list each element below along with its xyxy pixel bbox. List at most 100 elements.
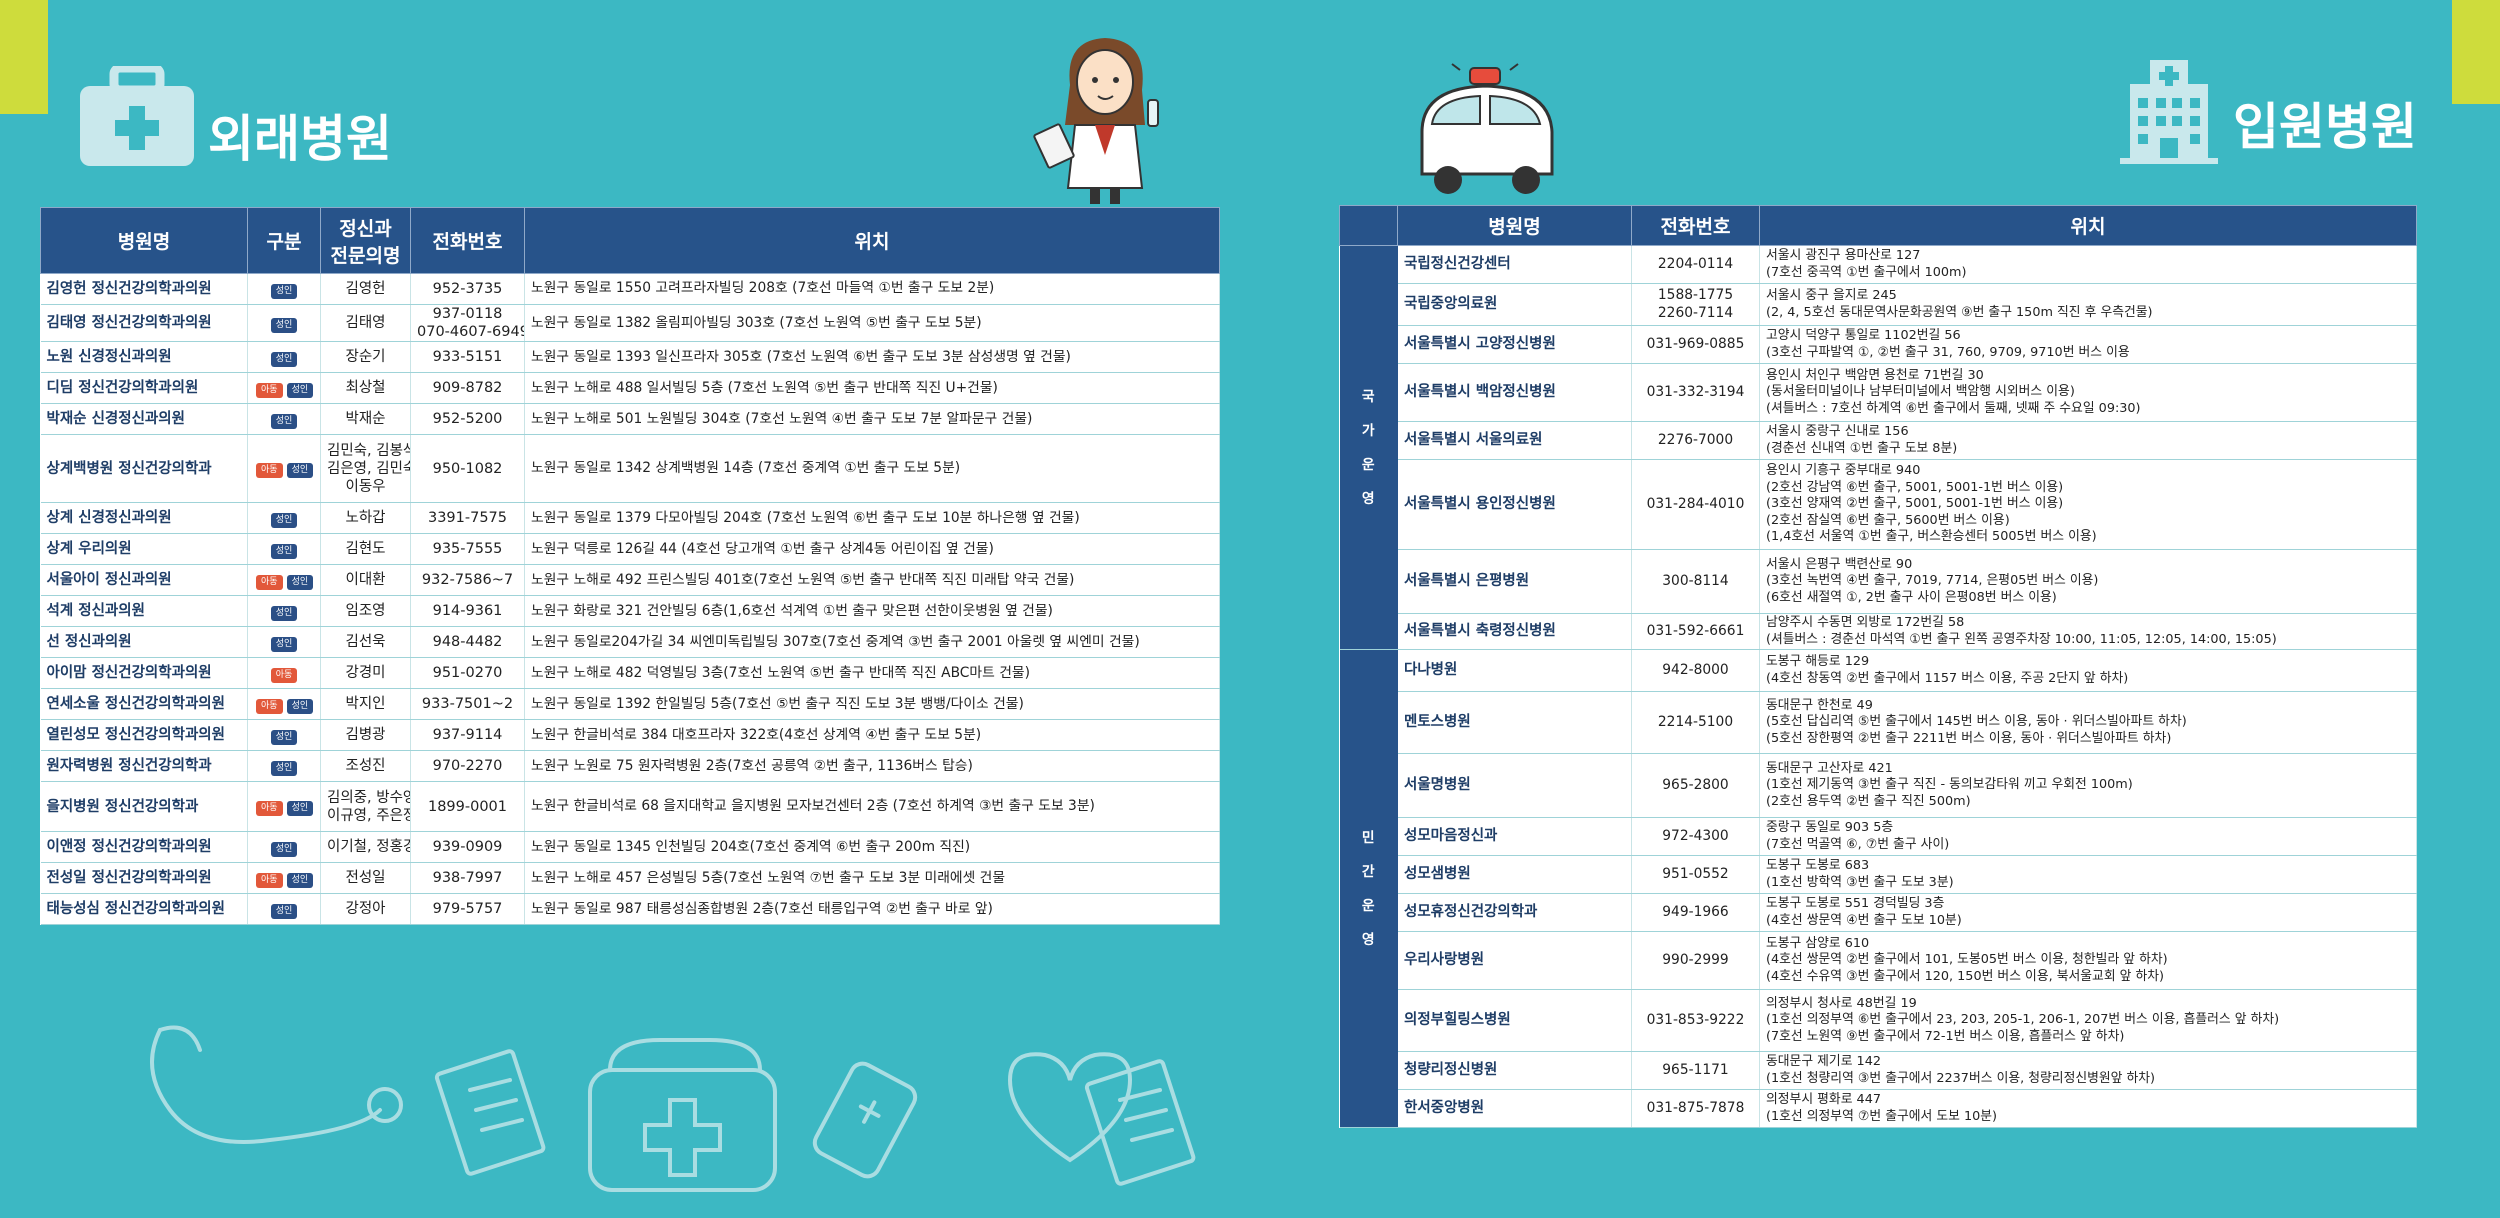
location-line: 동대문구 한천로 49 <box>1766 697 1873 713</box>
location-line: (3호선 구파발역 ①, ②번 출구 31, 760, 9709, 9710번 … <box>1766 344 2130 360</box>
table-row: 원자력병원 정신건강의학과 성인 조성진 970-2270 노원구 노원로 75 원자력… <box>40 750 1220 783</box>
hospital-name: 디딤 정신건강의학과의원 <box>40 372 248 405</box>
phone-number: 914-9361 <box>410 595 525 628</box>
location-line: (1호선 의정부역 ⑦번 출구에서 도보 10분) <box>1766 1108 1998 1124</box>
adult-badge: 성인 <box>270 351 298 367</box>
phone-number: 965-2800 <box>1631 753 1760 818</box>
phone-number: 909-8782 <box>410 372 525 405</box>
hospital-name: 우리사랑병원 <box>1397 931 1632 990</box>
doctor-line: 김은영, 김민숙, <box>327 460 410 477</box>
header-type: 구분 <box>247 207 321 274</box>
header-phone: 전화번호 <box>1631 205 1760 246</box>
child-badge: 아동 <box>256 463 283 479</box>
group-label-char: 영 <box>1361 931 1375 948</box>
location-line: (5호선 답십리역 ⑤번 출구에서 145번 버스 이용, 동아 · 위더스빌아… <box>1766 714 2187 730</box>
first-aid-kit-icon <box>80 66 194 166</box>
doctor-line: 김영헌 <box>345 280 386 297</box>
location: 노원구 동일로 1393 일신프라자 305호 (7호선 노원역 ⑥번 출구 도… <box>524 341 1220 374</box>
phone-line: 935-7555 <box>432 541 503 558</box>
phone-number: 952-5200 <box>410 403 525 436</box>
location: 용인시 처인구 백암면 용천로 71번길 30 (동서울터미널이나 남부터미널에서… <box>1759 363 2417 422</box>
adult-badge: 성인 <box>286 382 314 398</box>
hospital-name: 전성일 정신건강의학과의원 <box>40 862 248 895</box>
phone-line: 031-592-6661 <box>1646 622 1745 639</box>
phone-line: 937-9114 <box>432 727 503 744</box>
phone-number: 948-4482 <box>410 626 525 659</box>
phone-number: 970-2270 <box>410 750 525 783</box>
table-row: 열린성모 정신건강의학과의원 성인 김병광 937-9114 노원구 한글비석로 384… <box>40 719 1220 752</box>
type-badges: 성인 <box>247 273 321 305</box>
phone-number: 933-7501~2 <box>410 688 525 721</box>
type-badges: 성인 <box>247 341 321 374</box>
hospital-name: 열린성모 정신건강의학과의원 <box>40 719 248 752</box>
phone-number: 031-853-9222 <box>1631 989 1760 1052</box>
phone-line: 031-875-7878 <box>1646 1099 1745 1116</box>
doctor-name: 노하갑 <box>320 502 411 535</box>
location-line: (7호선 노원역 ⑨번 출구에서 72-1번 버스 이용, 흡플러스 앞 하차) <box>1766 1028 2125 1044</box>
adult-badge: 성인 <box>286 463 314 479</box>
phone-line: 990-2999 <box>1662 951 1729 968</box>
phone-line: 031-332-3194 <box>1646 383 1745 400</box>
location-line: (1호선 의정부역 ⑥번 출구에서 23, 203, 205-1, 206-1,… <box>1766 1012 2280 1028</box>
phone-number: 942-8000 <box>1631 649 1760 692</box>
phone-number: 939-0909 <box>410 831 525 864</box>
location: 동대문구 한천로 49 (5호선 답십리역 ⑤번 출구에서 145번 버스 이용,… <box>1759 691 2417 754</box>
phone-line: 937-0118 <box>432 306 503 322</box>
adult-badge: 성인 <box>270 760 298 776</box>
location-line: (1호선 청량리역 ③번 출구에서 2237버스 이용, 청량리정신병원앞 하차… <box>1766 1070 2156 1086</box>
hospital-name: 을지병원 정신건강의학과 <box>40 781 248 833</box>
phone-number: 2214-5100 <box>1631 691 1760 754</box>
hospital-name: 태능성심 정신건강의학과의원 <box>40 893 248 926</box>
adult-badge: 성인 <box>270 729 298 745</box>
location-line: 동대문구 고산자로 421 <box>1766 760 1893 776</box>
location: 노원구 동일로 987 태릉성심종합병원 2층(7호선 태릉입구역 ②번 출구 … <box>524 893 1220 926</box>
phone-number: 031-592-6661 <box>1631 613 1760 650</box>
ambulance-illustration-icon <box>1420 63 1554 194</box>
phone-line: 938-7997 <box>432 870 503 887</box>
doctor-name: 강경미 <box>320 657 411 690</box>
hospital-name: 상계백병원 정신건강의학과 <box>40 434 248 504</box>
location-line: (2, 4, 5호선 동대문역사문화공원역 ⑨번 출구 150m 직진 후 우측… <box>1766 304 2153 320</box>
header-doctor: 정신과 전문의명 <box>320 207 411 274</box>
phone-number: 031-332-3194 <box>1631 363 1760 422</box>
doctor-line: 최상철 <box>345 380 386 397</box>
phone-line: 909-8782 <box>432 380 503 397</box>
adult-badge: 성인 <box>270 605 298 621</box>
location-line: (2호선 용두역 ②번 출구 직진 500m) <box>1766 793 1971 809</box>
location: 중랑구 동일로 903 5층 (7호선 먹골역 ⑥, ⑦번 출구 사이) <box>1759 817 2417 856</box>
group-label-char: 가 <box>1361 422 1375 439</box>
adult-badge: 성인 <box>270 413 298 429</box>
location-line: 중랑구 동일로 903 5층 <box>1766 819 1894 835</box>
header-location: 위치 <box>1759 205 2417 246</box>
location: 의정부시 평화로 447 (1호선 의정부역 ⑦번 출구에서 도보 10분) <box>1759 1089 2417 1128</box>
table-row: 연세소울 정신건강의학과의원 아동 성인 박지인 933-7501~2 노원구 동일로 1… <box>40 688 1220 721</box>
location: 노원구 동일로 1382 올림피아빌딩 303호 (7호선 노원역 ⑤번 출구 … <box>524 304 1220 343</box>
location-line: (3호선 녹번역 ④번 출구, 7019, 7714, 은평05번 버스 이용) <box>1766 573 2099 589</box>
location: 의정부시 청사로 48번길 19 (1호선 의정부역 ⑥번 출구에서 23, 20… <box>1759 989 2417 1052</box>
doctor-line: 이동우 <box>345 478 386 495</box>
table-row: 이앤정 정신건강의학과의원 성인 이기철, 정홍경 939-0909 노원구 동일로 1… <box>40 831 1220 864</box>
table-row: 서울명병원 965-2800 동대문구 고산자로 421 (1호선 제기동역 ③번 출… <box>1340 753 2417 818</box>
location-line: 용인시 기흥구 중부대로 940 <box>1766 462 1921 478</box>
table-row: 전성일 정신건강의학과의원 아동 성인 전성일 938-7997 노원구 노해로 457 … <box>40 862 1220 895</box>
table-row: 멘토스병원 2214-5100 동대문구 한천로 49 (5호선 답십리역 ⑤번 출구… <box>1340 691 2417 754</box>
hospital-name: 다나병원 <box>1397 649 1632 692</box>
doctor-name: 이기철, 정홍경 <box>320 831 411 864</box>
hospital-building-icon <box>2120 60 2218 164</box>
location: 남양주시 수동면 외방로 172번길 58 (셔틀버스 : 경춘선 마석역 ①번 … <box>1759 613 2417 650</box>
type-badges: 성인 <box>247 831 321 864</box>
doctor-line: 강정아 <box>345 901 386 918</box>
outpatient-title: 외래병원 <box>208 110 392 168</box>
phone-line: 1588-1775 <box>1657 287 1734 304</box>
table-row: 서울아이 정신과의원 아동 성인 이대환 932-7586~7 노원구 노해로 492 프… <box>40 564 1220 597</box>
doctor-name: 임조영 <box>320 595 411 628</box>
hospital-name: 청량리정신병원 <box>1397 1051 1632 1090</box>
doctor-name: 조성진 <box>320 750 411 783</box>
location-line: (동서울터미널이나 남부터미널에서 백암행 시외버스 이용) <box>1766 384 2075 400</box>
hospital-name: 서울특별시 축령정신병원 <box>1397 613 1632 650</box>
hospital-name: 성모샘병원 <box>1397 855 1632 894</box>
location-line: (2호선 잠실역 ⑥번 출구, 5600번 버스 이용) <box>1766 512 2010 528</box>
type-badges: 아동 성인 <box>247 434 321 504</box>
table-row: 한서중앙병원 031-875-7878 의정부시 평화로 447 (1호선 의정부역 … <box>1340 1089 2417 1128</box>
